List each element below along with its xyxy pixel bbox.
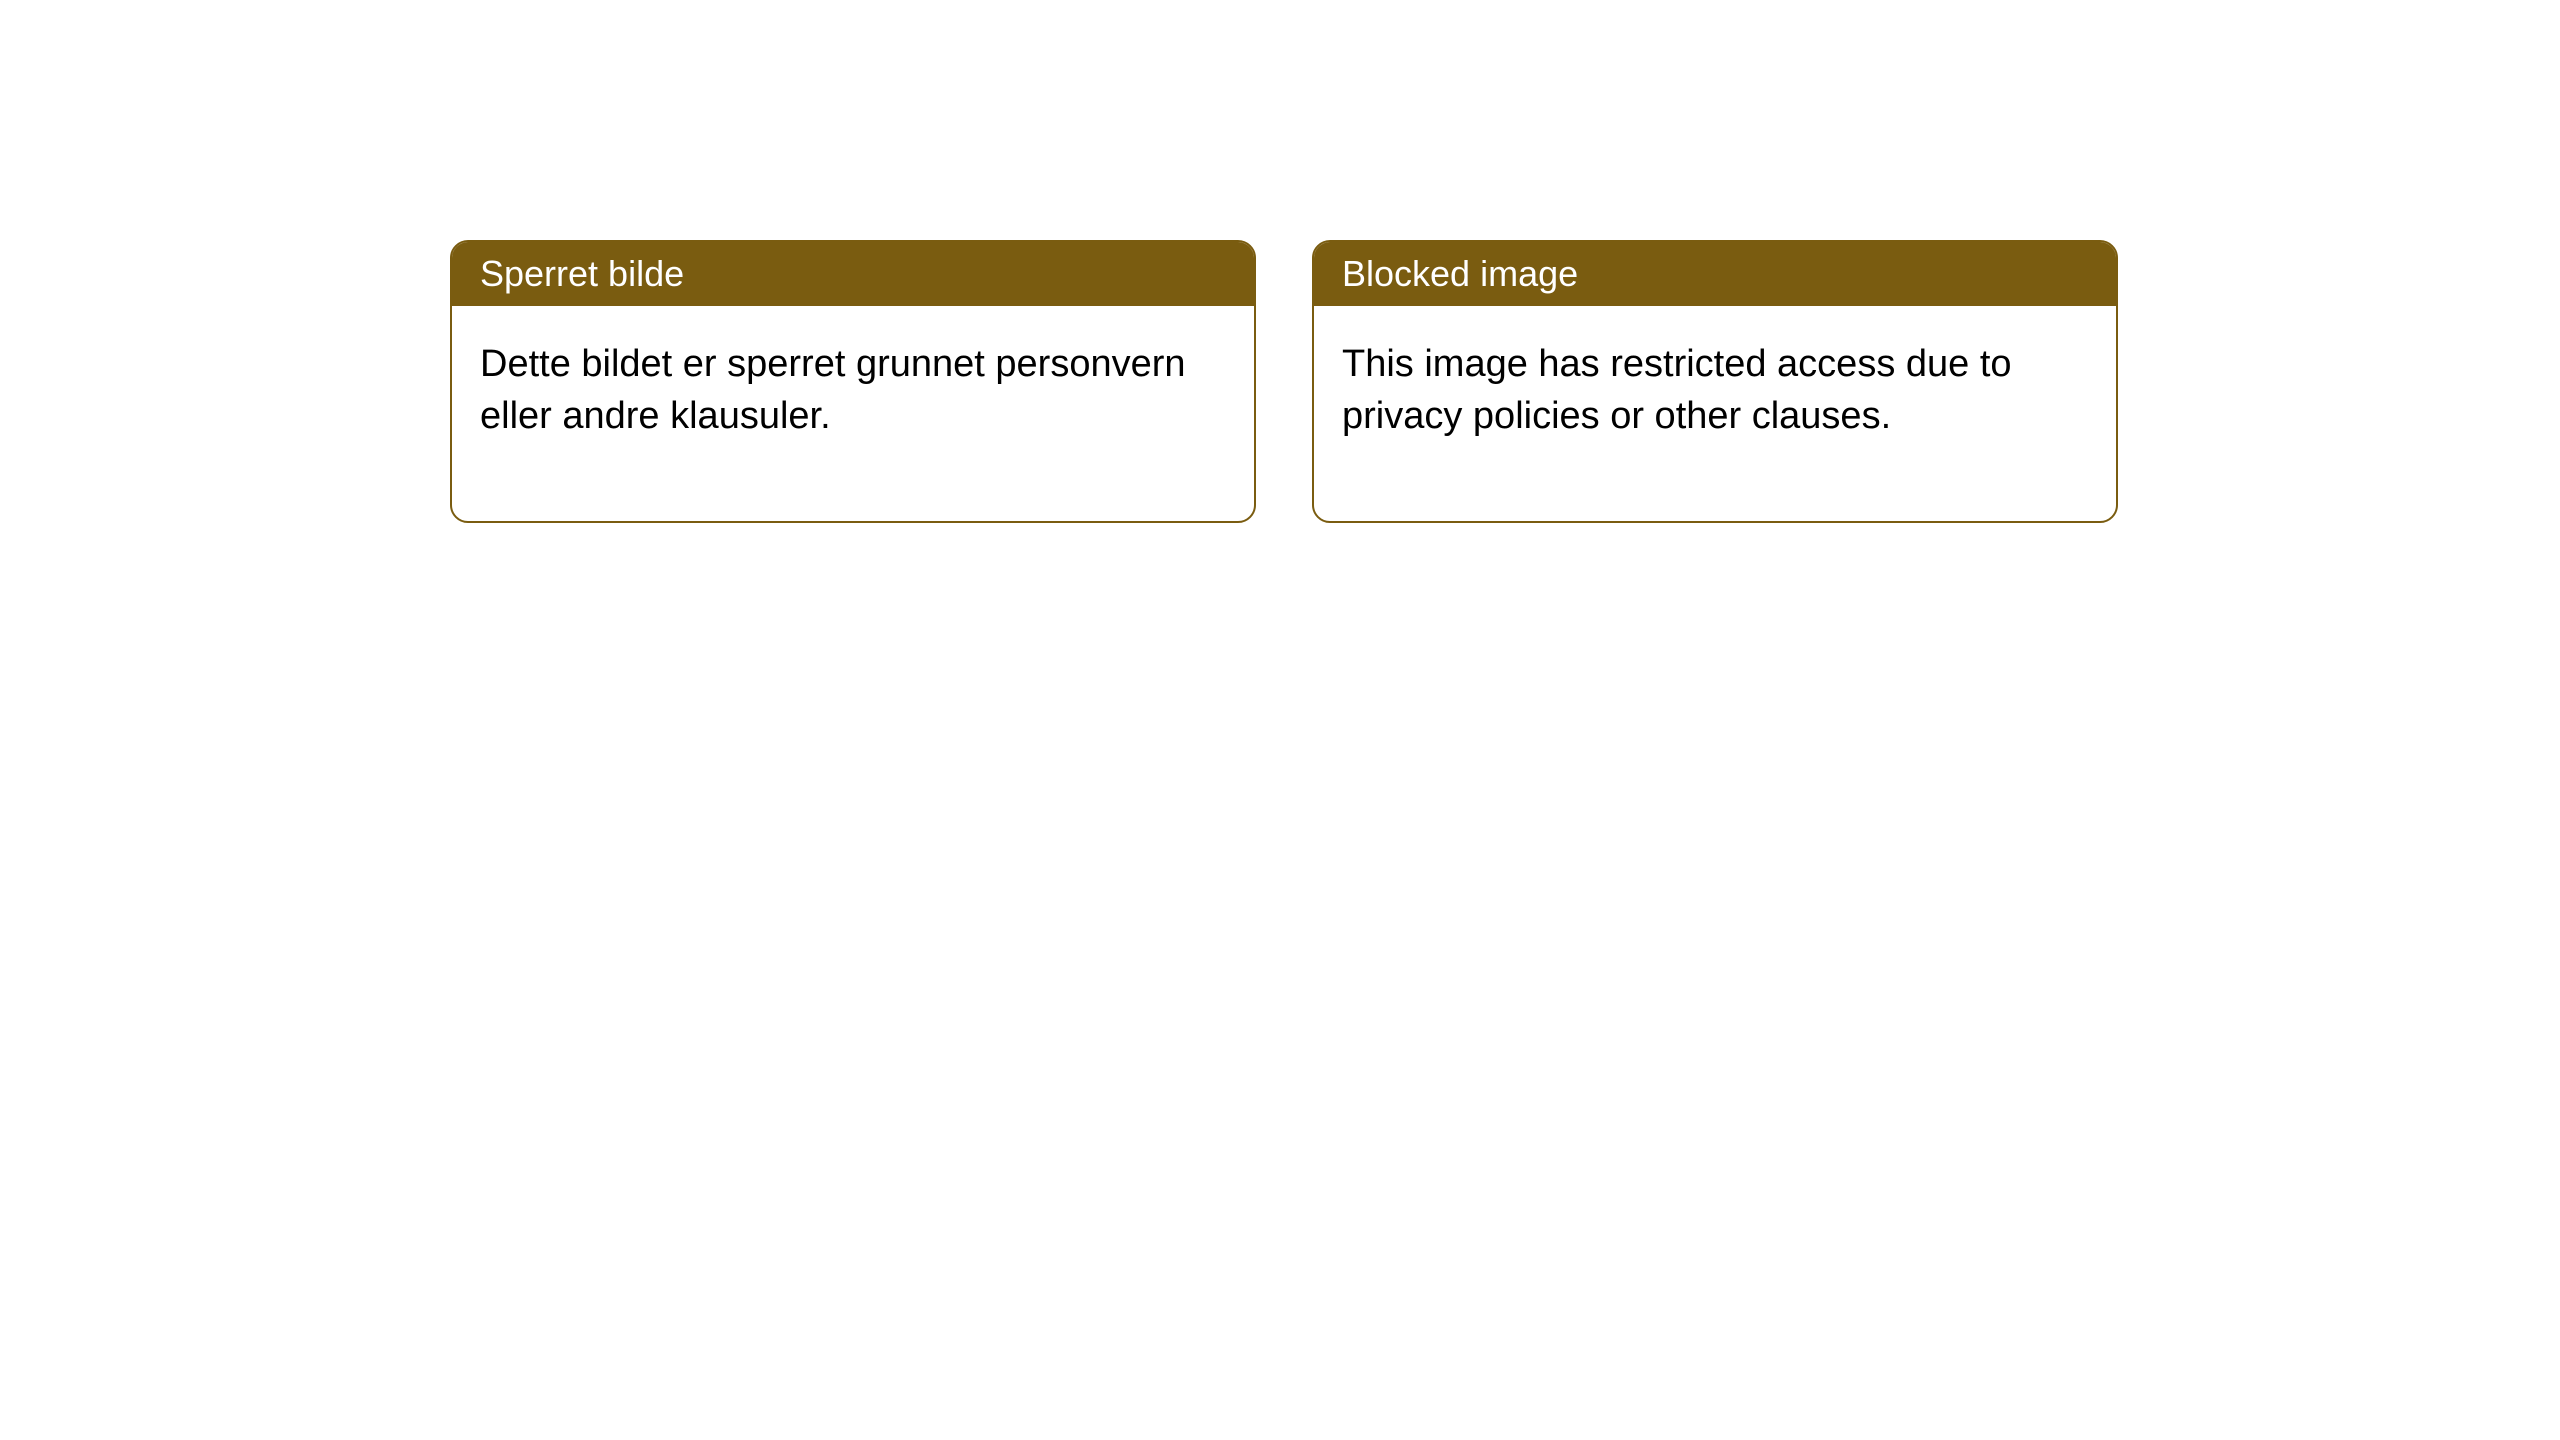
notice-container: Sperret bilde Dette bildet er sperret gr… [450,240,2118,523]
notice-body-norwegian: Dette bildet er sperret grunnet personve… [452,306,1254,521]
notice-card-english: Blocked image This image has restricted … [1312,240,2118,523]
notice-header-norwegian: Sperret bilde [452,242,1254,306]
notice-body-english: This image has restricted access due to … [1314,306,2116,521]
notice-header-english: Blocked image [1314,242,2116,306]
notice-card-norwegian: Sperret bilde Dette bildet er sperret gr… [450,240,1256,523]
